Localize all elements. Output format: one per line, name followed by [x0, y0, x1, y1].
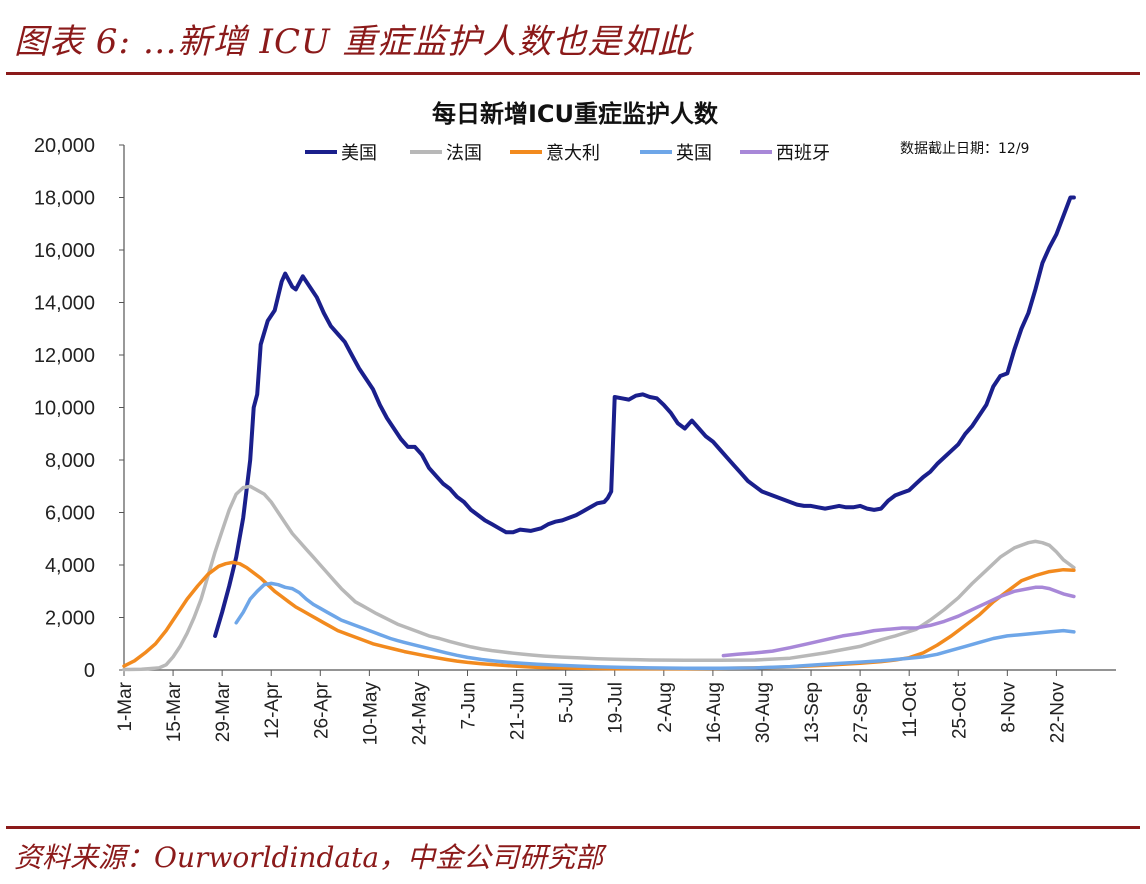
y-tick-label: 10,000	[34, 398, 95, 420]
figure-title: 图表 6: …新增 ICU 重症监护人数也是如此	[14, 22, 693, 62]
source-note: 资料来源：Ourworldindata，中金公司研究部	[14, 841, 604, 874]
y-tick-label: 16,000	[34, 240, 95, 262]
legend: 美国 法国 意大利 英国 西班牙	[305, 143, 830, 164]
legend-label-4: 西班牙	[776, 143, 830, 164]
y-tick-label: 4,000	[45, 555, 95, 577]
x-tick-label: 21-Jun	[508, 682, 529, 740]
y-tick-label: 6,000	[45, 503, 95, 525]
x-tick-label: 16-Aug	[704, 682, 725, 743]
x-tick-label: 10-May	[360, 682, 381, 746]
y-tick-label: 18,000	[34, 188, 95, 210]
series-line-3	[234, 581, 1076, 670]
legend-label-0: 美国	[341, 143, 377, 164]
x-tick-label: 1-Mar	[115, 681, 136, 731]
x-tick-label: 19-Jul	[606, 682, 627, 734]
x-tick-label: 24-May	[409, 682, 430, 746]
x-tick-label: 25-Oct	[949, 681, 970, 739]
x-tick-label: 12-Apr	[262, 681, 283, 739]
y-tick-label: 8,000	[45, 450, 95, 472]
x-tick-label: 30-Aug	[753, 682, 774, 743]
x-tick-label: 22-Nov	[1047, 682, 1068, 744]
x-tick-label: 29-Mar	[213, 681, 234, 742]
x-tick-label: 11-Oct	[900, 681, 921, 737]
y-tick-labels: 0 2,000 4,000 6,000 8,000 10,000 12,000 14,000 1…	[34, 135, 124, 682]
x-tick-label: 5-Jul	[557, 682, 578, 723]
x-tick-label: 26-Apr	[311, 681, 332, 739]
y-tick-label: 20,000	[34, 135, 95, 157]
x-tick-label: 7-Jun	[459, 682, 480, 730]
legend-label-1: 法国	[446, 143, 482, 164]
y-tick-label: 14,000	[34, 293, 95, 315]
y-tick-label: 2,000	[45, 608, 95, 630]
x-tick-label: 13-Sep	[802, 682, 823, 743]
source-divider	[6, 826, 1140, 829]
x-tick-label: 2-Aug	[655, 682, 676, 733]
series-lines	[122, 195, 1076, 672]
series-line-1	[122, 484, 1076, 672]
title-divider	[6, 72, 1140, 75]
series-line-4	[721, 585, 1076, 658]
y-tick-label: 0	[84, 660, 95, 682]
x-tick-label: 27-Sep	[851, 682, 872, 743]
y-tick-label: 12,000	[34, 345, 95, 367]
x-tick-labels: 1-Mar 15-Mar 29-Mar 12-Apr 26-Apr 10-May 24-Ma…	[115, 670, 1068, 745]
series-line-0	[213, 195, 1076, 638]
series-line-2	[122, 560, 1076, 671]
legend-label-3: 英国	[676, 143, 712, 164]
chart-title: 每日新增ICU重症监护人数	[432, 100, 719, 128]
legend-label-2: 意大利	[546, 143, 600, 164]
x-tick-label: 15-Mar	[164, 681, 185, 742]
data-cutoff-note: 数据截止日期：12/9	[900, 141, 1029, 157]
x-tick-label: 8-Nov	[998, 682, 1019, 733]
